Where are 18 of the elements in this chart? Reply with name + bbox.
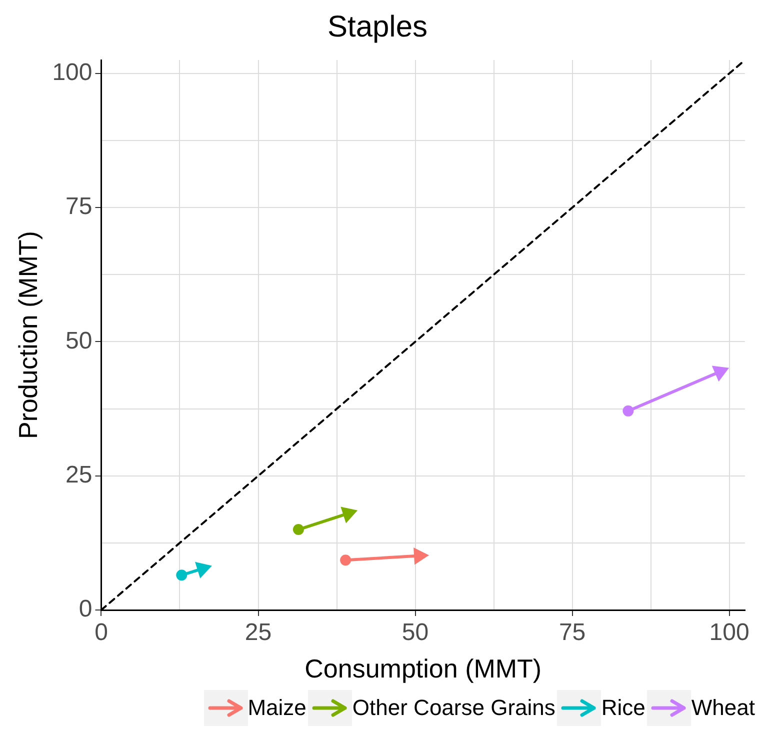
- y-tick-label: 50: [66, 327, 92, 354]
- x-tick-label: 100: [709, 619, 750, 646]
- y-tick-label: 0: [78, 596, 92, 623]
- point: [340, 554, 352, 566]
- y-tick-label: 100: [52, 59, 92, 86]
- legend-label: Wheat: [691, 695, 755, 721]
- chart-title: Staples: [327, 10, 428, 44]
- x-tick-label: 75: [558, 619, 586, 646]
- y-tick-label: 75: [66, 193, 92, 220]
- x-tick-label: 25: [244, 619, 272, 646]
- x-axis-title: Consumption (MMT): [304, 654, 542, 684]
- legend-label: Maize: [248, 695, 306, 721]
- legend-label: Other Coarse Grains: [352, 695, 556, 721]
- point: [414, 548, 428, 564]
- y-axis-title: Production (MMT): [12, 230, 43, 440]
- legend-label: Rice: [601, 695, 646, 721]
- x-tick-label: 50: [402, 619, 429, 646]
- y-tick-label: 25: [66, 461, 92, 488]
